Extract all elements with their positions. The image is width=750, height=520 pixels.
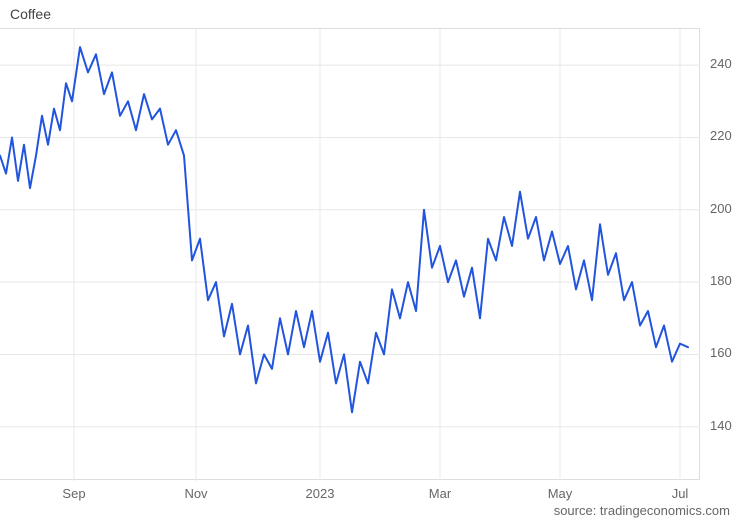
x-axis-label: Mar bbox=[429, 486, 451, 501]
price-line bbox=[0, 47, 688, 412]
x-axis-label: Nov bbox=[184, 486, 207, 501]
y-axis-label: 220 bbox=[710, 128, 732, 143]
chart-svg bbox=[0, 29, 700, 481]
y-axis-label: 200 bbox=[710, 201, 732, 216]
source-attribution: source: tradingeconomics.com bbox=[554, 503, 730, 518]
y-axis-label: 180 bbox=[710, 273, 732, 288]
y-axis-label: 240 bbox=[710, 56, 732, 71]
chart-title: Coffee bbox=[10, 6, 51, 22]
x-axis-label: 2023 bbox=[306, 486, 335, 501]
y-axis-label: 160 bbox=[710, 345, 732, 360]
chart-plot-area bbox=[0, 28, 700, 480]
y-axis-label: 140 bbox=[710, 418, 732, 433]
x-axis-label: Sep bbox=[62, 486, 85, 501]
x-axis-label: Jul bbox=[672, 486, 689, 501]
x-axis-label: May bbox=[548, 486, 573, 501]
